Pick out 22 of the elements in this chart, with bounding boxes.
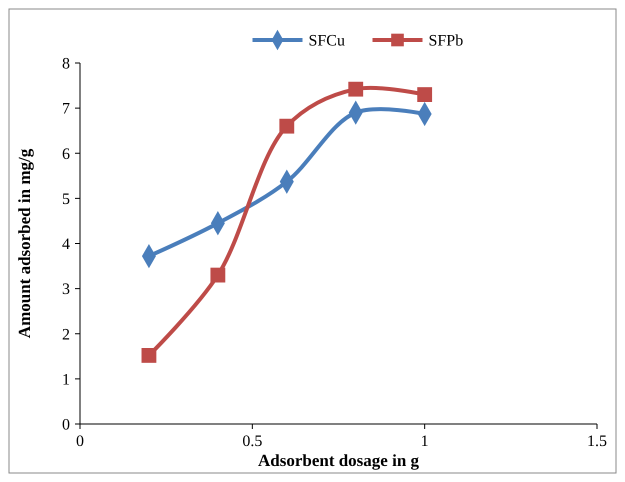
y-tick-label: 6 — [62, 146, 70, 163]
x-tick-label: 1 — [420, 433, 429, 450]
y-tick-label: 8 — [62, 56, 70, 73]
x-tick-label: 1.5 — [587, 433, 607, 450]
point — [210, 268, 226, 283]
point — [279, 118, 294, 134]
y-tick-label: 7 — [62, 100, 70, 118]
legend-label: SFPb — [428, 32, 464, 50]
y-tick-label: 3 — [62, 281, 70, 298]
point — [142, 348, 156, 363]
y-tick-label: 1 — [62, 371, 70, 388]
x-tick-label: 0 — [76, 433, 84, 450]
point — [417, 87, 432, 102]
y-tick-label: 5 — [62, 190, 70, 208]
legend-label: SFCu — [308, 32, 345, 50]
y-tick-label: 2 — [62, 326, 70, 344]
point — [348, 82, 364, 97]
y-tick-label: 0 — [62, 416, 70, 434]
x-tick-label: 0.5 — [242, 433, 262, 450]
y-tick-label: 4 — [62, 236, 70, 254]
x-axis-title: Adsorbent dosage in g — [258, 451, 420, 470]
y-axis-title: Amount adsorbed in mg/g — [15, 148, 34, 338]
